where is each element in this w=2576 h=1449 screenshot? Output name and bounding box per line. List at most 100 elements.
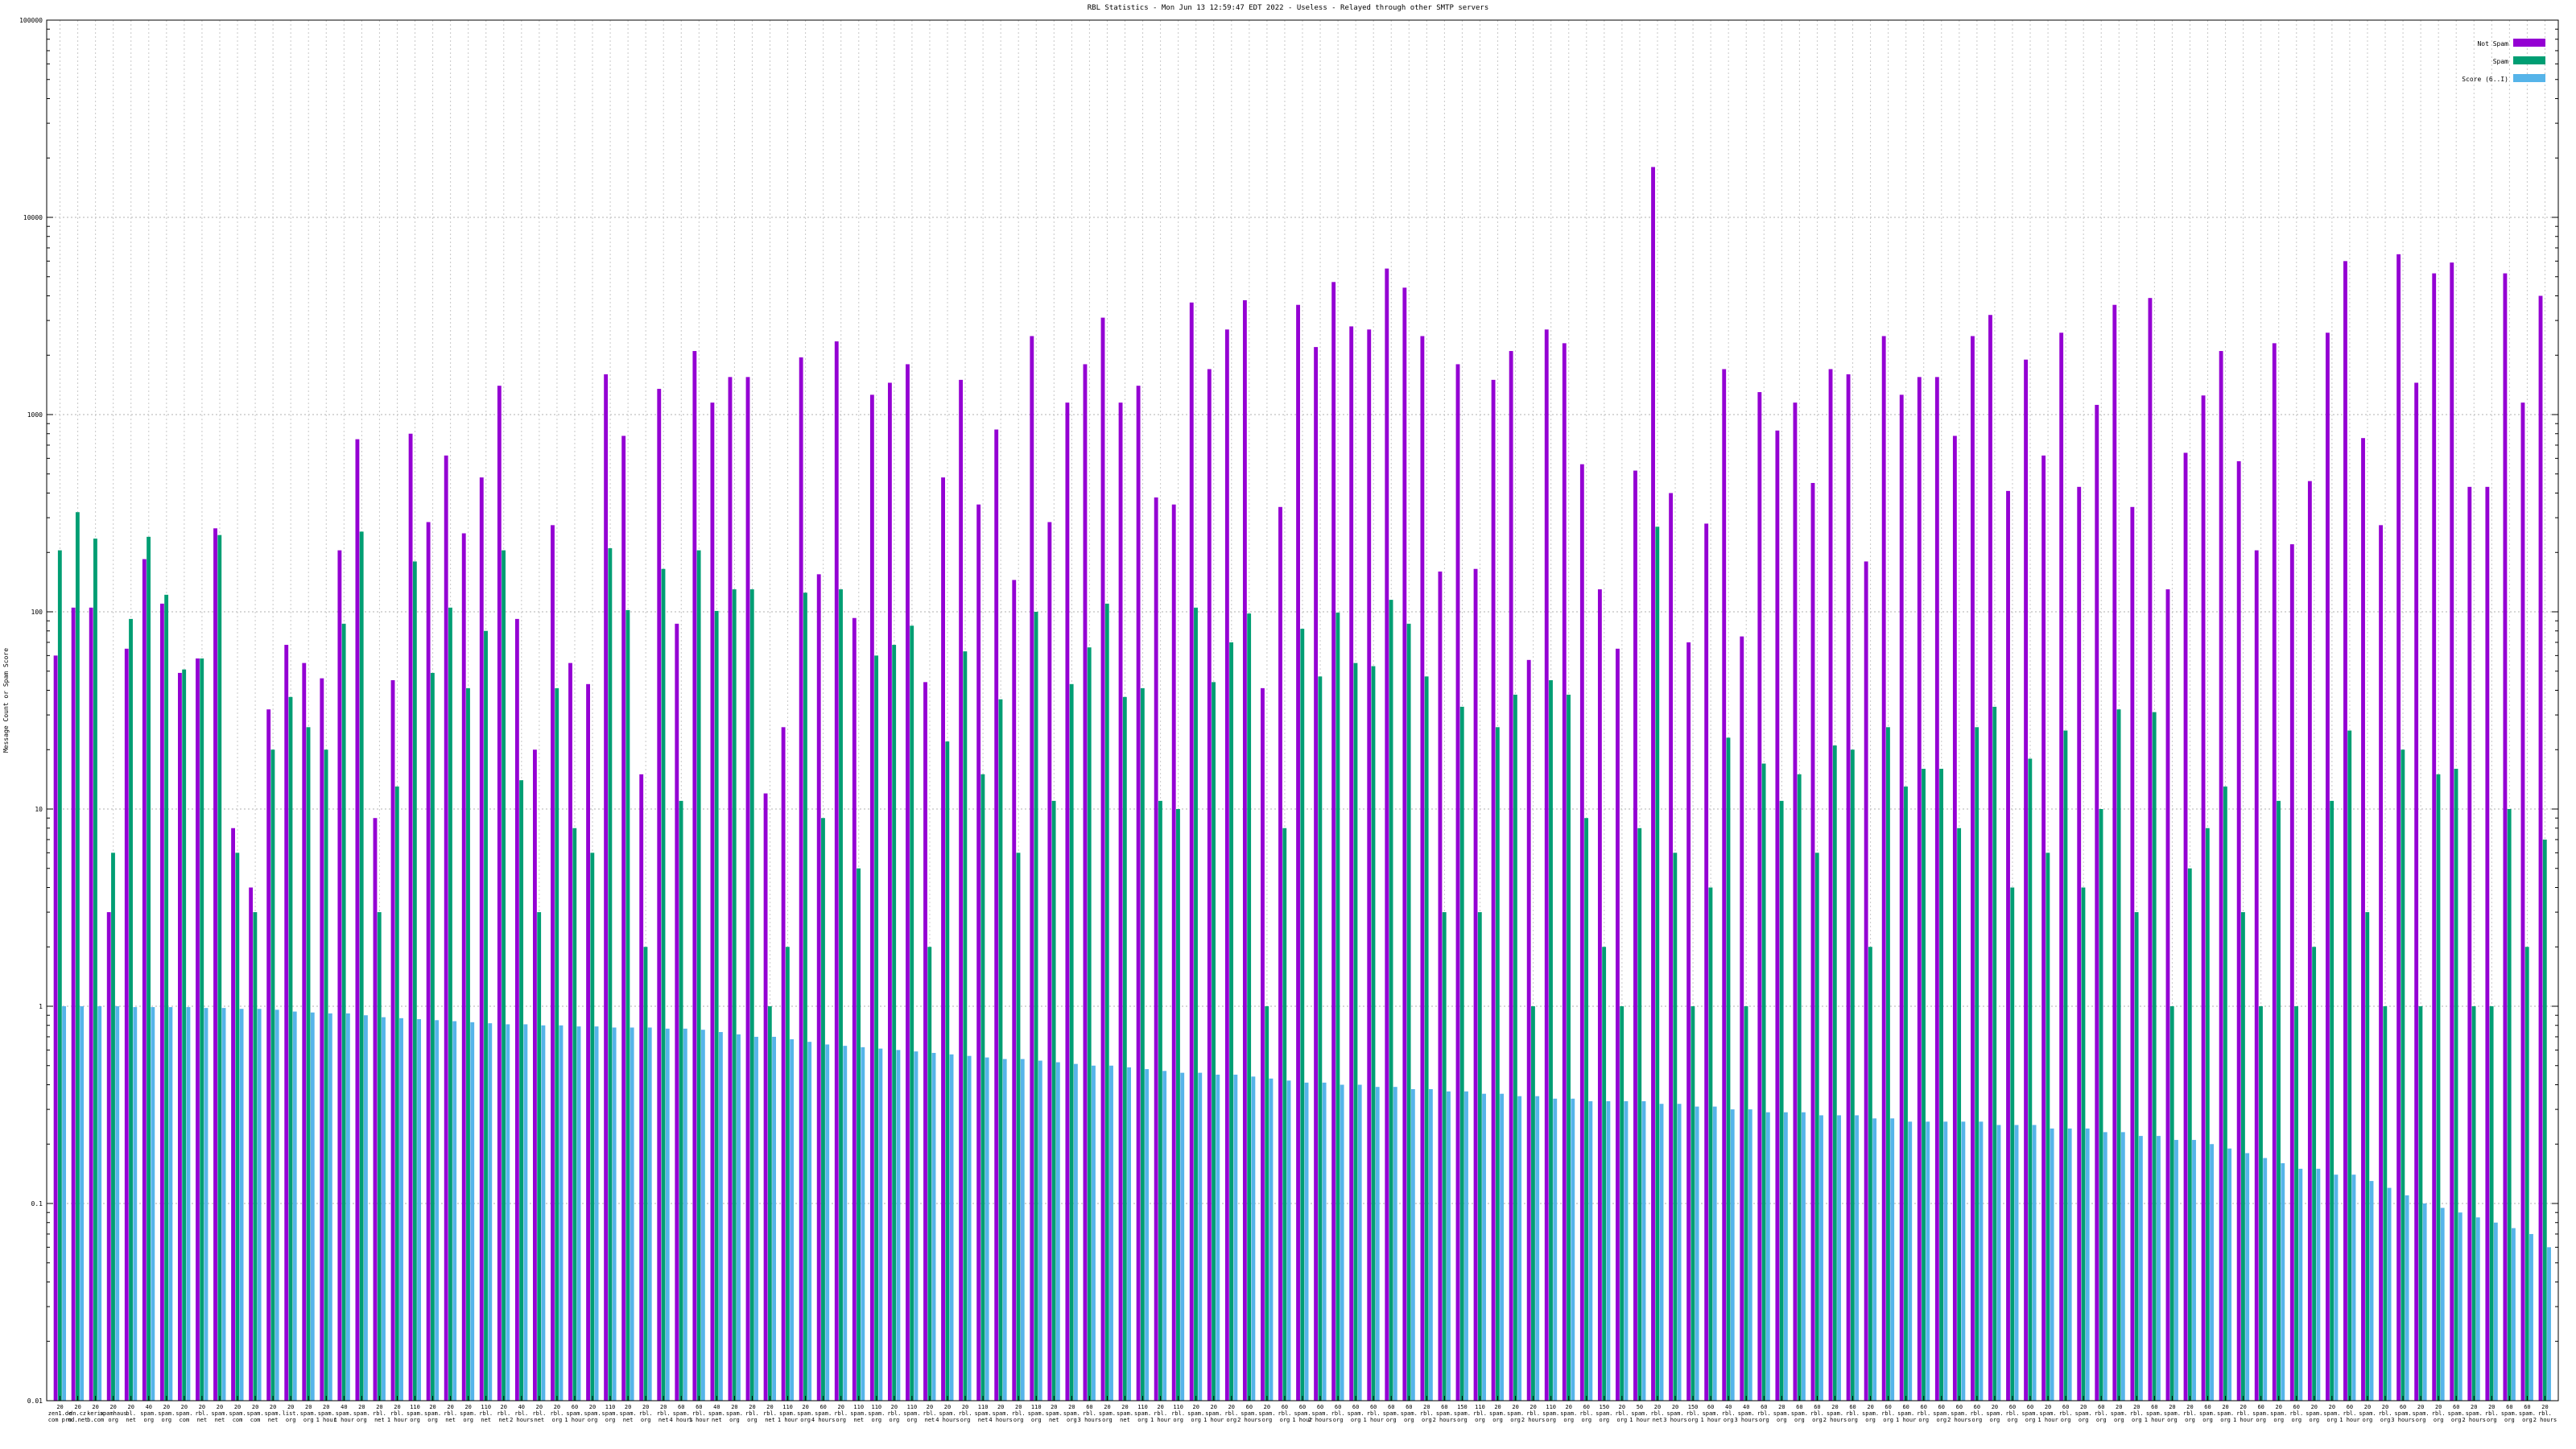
- spam-bar: [1051, 800, 1056, 1401]
- spam-bar: [2099, 809, 2103, 1401]
- legend-swatch: [2513, 56, 2545, 64]
- x-tick-label: spam.: [1703, 1410, 1719, 1417]
- x-tick-label: 20: [1264, 1404, 1270, 1410]
- x-tick-label: rbl.: [1722, 1410, 1736, 1417]
- x-tick-label: 20: [2276, 1404, 2282, 1410]
- x-tick-label: rbl.: [497, 1410, 510, 1417]
- score-bar: [1802, 1112, 1806, 1401]
- spam-bar: [270, 749, 275, 1401]
- x-tick-label: 20: [2169, 1404, 2175, 1410]
- x-tick-label: spam.: [1383, 1410, 1400, 1417]
- x-tick-label: net: [535, 1417, 545, 1423]
- score-bar: [949, 1054, 954, 1401]
- not-spam-bar: [284, 645, 289, 1401]
- x-tick-label: org: [1510, 1417, 1521, 1423]
- x-tick-label: 110: [1137, 1404, 1148, 1410]
- x-tick-label: com: [180, 1417, 190, 1423]
- spam-bar: [164, 594, 169, 1401]
- x-tick-label: spam.: [939, 1410, 956, 1417]
- not-spam-bar: [2024, 359, 2029, 1402]
- x-tick-label: rbl.: [2379, 1410, 2392, 1417]
- score-bar: [1251, 1076, 1256, 1401]
- score-bar: [647, 1027, 652, 1401]
- spam-bar: [1904, 786, 1908, 1401]
- x-tick-label: org: [2273, 1417, 2284, 1423]
- not-spam-bar: [2272, 343, 2277, 1401]
- not-spam-bar: [621, 436, 626, 1402]
- x-tick-label: 60: [1370, 1404, 1377, 1410]
- score-bar: [1571, 1098, 1575, 1401]
- not-spam-bar: [53, 655, 58, 1401]
- score-bar: [2351, 1174, 2356, 1401]
- spam-bar: [2347, 730, 2352, 1401]
- x-tick-label: 1 hour: [1150, 1417, 1170, 1423]
- x-tick-label: 2 hours: [1433, 1417, 1457, 1423]
- spam-bar: [2471, 1006, 2476, 1401]
- x-tick-label: 4 hours: [670, 1417, 694, 1423]
- score-bar: [2458, 1212, 2462, 1401]
- x-tick-label: rbl.: [479, 1410, 493, 1417]
- not-spam-bar: [1810, 482, 1815, 1402]
- x-tick-label: rbl.: [1526, 1410, 1540, 1417]
- x-tick-label: spam.: [673, 1410, 690, 1417]
- x-tick-label: spam.: [300, 1410, 317, 1417]
- spam-bar: [1655, 526, 1660, 1401]
- spam-bar: [519, 780, 524, 1401]
- spam-bar: [1122, 696, 1127, 1401]
- x-tick-label: org: [1972, 1417, 1983, 1423]
- x-tick-label: rbl.: [1917, 1410, 1930, 1417]
- spam-bar: [608, 548, 613, 1401]
- spam-bar: [394, 786, 399, 1401]
- x-tick-label: 20: [802, 1404, 808, 1410]
- spam-bar: [430, 672, 435, 1401]
- x-tick-label: 20: [2186, 1404, 2193, 1410]
- spam-bar: [2063, 730, 2068, 1401]
- not-spam-bar: [568, 663, 572, 1401]
- legend-label: Spam: [2493, 58, 2508, 65]
- spam-bar: [1957, 828, 1962, 1401]
- not-spam-bar: [2325, 332, 2330, 1401]
- x-tick-label: 20: [962, 1404, 968, 1410]
- x-tick-label: 20: [1566, 1404, 1572, 1410]
- not-spam-bar: [320, 678, 324, 1401]
- x-tick-label: net: [925, 1417, 935, 1423]
- not-spam-bar: [2236, 460, 2241, 1401]
- score-bar: [2493, 1222, 2498, 1401]
- spam-bar: [253, 912, 258, 1401]
- score-bar: [790, 1039, 795, 1401]
- not-spam-bar: [1473, 568, 1478, 1401]
- spam-bar: [2507, 809, 2512, 1401]
- x-tick-label: rbl.: [1686, 1410, 1700, 1417]
- spam-bar: [147, 536, 151, 1401]
- x-tick-label: 60: [1761, 1404, 1767, 1410]
- spam-bar: [217, 535, 222, 1401]
- not-spam-bar: [959, 379, 964, 1401]
- x-tick-label: 3 hours: [1663, 1417, 1687, 1423]
- x-tick-label: spam.: [424, 1410, 441, 1417]
- score-bar: [1233, 1074, 1238, 1401]
- not-spam-bar: [675, 623, 679, 1401]
- x-tick-label: spam.: [2359, 1410, 2376, 1417]
- spam-bar: [767, 1006, 772, 1401]
- y-tick-label: 10000: [23, 214, 43, 221]
- spam-bar: [1371, 666, 1376, 1401]
- score-bar: [1482, 1093, 1486, 1401]
- score-bar: [292, 1011, 297, 1401]
- x-tick-label: rbl.: [550, 1410, 564, 1417]
- x-tick-label: org: [162, 1417, 172, 1423]
- x-tick-label: org: [357, 1417, 367, 1423]
- spam-bar: [2169, 1006, 2174, 1401]
- spam-bar: [572, 828, 577, 1401]
- score-bar: [2067, 1128, 2072, 1401]
- not-spam-bar: [1385, 268, 1389, 1402]
- not-spam-bar: [1899, 394, 1904, 1402]
- x-tick-label: rbl.: [2343, 1410, 2356, 1417]
- x-tick-label: 60: [2257, 1404, 2264, 1410]
- spam-bar: [1459, 706, 1464, 1401]
- x-tick-label: org: [1581, 1417, 1591, 1423]
- x-tick-label: org: [2309, 1417, 2319, 1423]
- x-tick-label: 20: [1778, 1404, 1785, 1410]
- x-tick-label: net: [658, 1417, 669, 1423]
- x-tick-label: 2 hours: [2533, 1417, 2557, 1423]
- x-tick-label: 60: [819, 1404, 826, 1410]
